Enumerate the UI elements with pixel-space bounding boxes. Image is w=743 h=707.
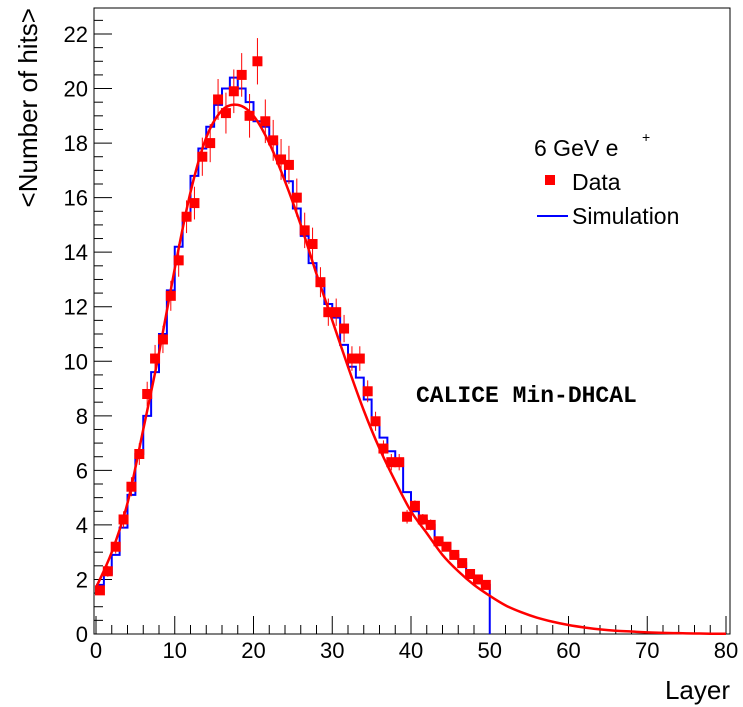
data-point [228,86,239,97]
x-axis: 0 10 20 30 40 50 60 70 80 [90,616,738,663]
data-point [197,151,208,162]
legend: 6 GeV e + Data Simulation [534,129,679,229]
data-point [378,443,389,454]
data-point [354,353,365,364]
x-tick-label: 0 [90,638,102,663]
y-tick-label: 10 [64,349,88,374]
y-tick-label: 22 [64,22,88,47]
data-point [283,159,294,170]
data-point [449,549,460,560]
data-point [118,514,129,525]
data-point [362,386,373,397]
y-tick-label: 2 [76,567,88,592]
y-tick-label: 4 [76,513,88,538]
data-point [102,566,113,577]
x-tick-label: 60 [556,638,580,663]
y-tick-label: 18 [64,131,88,156]
data-point [205,138,216,149]
data-point [472,574,483,585]
data-point [441,541,452,552]
data-point [346,353,357,364]
data-point [213,94,224,105]
y-tick-label: 8 [76,404,88,429]
data-point [165,290,176,301]
data-point [386,457,397,468]
data-point [457,558,468,569]
annotation-calice: CALICE Min-DHCAL [416,383,637,409]
x-axis-label: Layer [665,675,730,705]
y-tick-label: 0 [76,622,88,647]
data-point [134,449,145,459]
data-point [252,56,263,67]
data-point [268,135,279,146]
data-point [173,255,184,266]
data-point [276,154,287,165]
legend-data-marker [545,175,555,185]
data-point [220,108,231,119]
data-point [417,514,428,525]
fit-curve [94,103,727,635]
data-point [480,579,491,590]
data-point [331,307,342,318]
x-tick-label: 20 [241,638,265,663]
legend-header: 6 GeV e [534,135,618,161]
legend-header-sup: + [642,129,650,145]
legend-data-label: Data [572,169,621,195]
data-point [291,192,302,203]
x-tick-label: 10 [163,638,187,663]
data-point [94,585,105,596]
data-point [189,198,200,209]
data-point [315,277,326,288]
data-point [299,225,310,236]
x-tick-label: 50 [478,638,502,663]
data-point [323,307,334,318]
x-tick-label: 30 [320,638,344,663]
y-axis-label: <Number of hits> [13,8,43,207]
y-tick-label: 14 [64,240,88,265]
data-point [339,323,350,334]
data-point [181,211,192,222]
data-point [433,536,444,547]
plot-frame [93,7,731,635]
data-point [157,334,168,345]
data-point [425,519,436,530]
data-point [244,110,255,121]
legend-simulation-label: Simulation [572,203,679,229]
y-axis: 0 2 4 6 8 10 12 14 16 18 20 22 [64,19,112,647]
y-tick-label: 12 [64,295,88,320]
data-point [110,541,121,552]
data-point [402,511,413,522]
data-point [142,389,153,399]
data-point [409,500,420,511]
y-tick-label: 16 [64,186,88,211]
y-tick-label: 6 [76,458,88,483]
data-point [126,481,137,492]
data-point [394,457,405,468]
data-point [150,353,161,364]
y-tick-label: 20 [64,77,88,102]
fit-series [94,103,727,635]
x-tick-label: 40 [399,638,423,663]
x-tick-label: 80 [714,638,738,663]
data-series [94,38,491,596]
data-point [260,116,271,127]
data-point [307,239,318,249]
data-point [465,569,476,579]
data-point [236,69,247,80]
data-point [370,416,381,427]
x-tick-label: 70 [635,638,659,663]
